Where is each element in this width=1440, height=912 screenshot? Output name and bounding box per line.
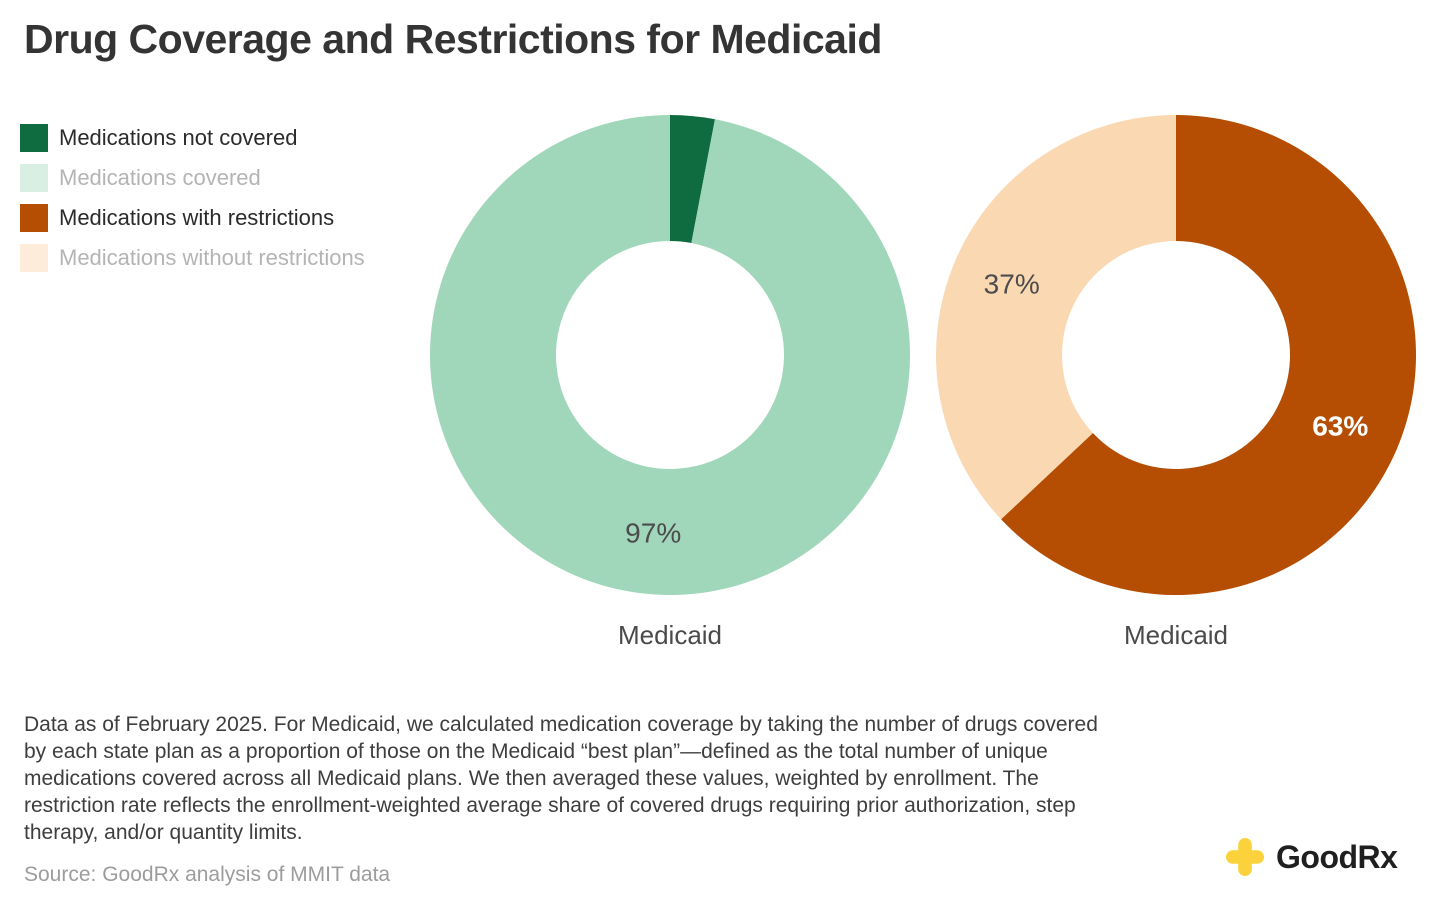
donut-category-label-restrictions: Medicaid: [1123, 620, 1229, 650]
donut-value-label: 97%: [625, 518, 681, 549]
legend-swatch-without-restrictions: [20, 244, 48, 272]
legend-label: Medications not covered: [59, 125, 298, 150]
donut-value-label: 63%: [1312, 411, 1368, 442]
donut-slice: [936, 115, 1176, 520]
donut-value-label: 37%: [984, 268, 1040, 299]
legend-label: Medications without restrictions: [59, 245, 365, 270]
donut-chart-coverage: 97%: [430, 115, 910, 595]
goodrx-logo-text: GoodRx: [1276, 838, 1398, 875]
legend-item-covered: Medications covered: [20, 164, 365, 192]
donut-slice: [1001, 115, 1416, 595]
donut-chart-restrictions: 63% 37%: [936, 115, 1416, 595]
donut-slice: [670, 115, 715, 244]
legend-item-without-restrictions: Medications without restrictions: [20, 244, 365, 272]
goodrx-cross-icon: [1226, 838, 1264, 876]
legend: Medications not covered Medications cove…: [20, 124, 365, 284]
legend-item-not-covered: Medications not covered: [20, 124, 365, 152]
donut-category-label-coverage: Medicaid: [617, 620, 723, 650]
footnote-text: Data as of February 2025. For Medicaid, …: [24, 713, 1098, 844]
donut-slice: [430, 115, 910, 595]
legend-label: Medications covered: [59, 165, 261, 190]
legend-item-with-restrictions: Medications with restrictions: [20, 204, 365, 232]
source-text: Source: GoodRx analysis of MMIT data: [24, 863, 391, 886]
page-title: Drug Coverage and Restrictions for Medic…: [24, 16, 882, 62]
legend-swatch-with-restrictions: [20, 204, 48, 232]
legend-swatch-covered: [20, 164, 48, 192]
goodrx-logo: GoodRx: [1224, 836, 1398, 878]
legend-label: Medications with restrictions: [59, 205, 335, 230]
legend-swatch-not-covered: [20, 124, 48, 152]
